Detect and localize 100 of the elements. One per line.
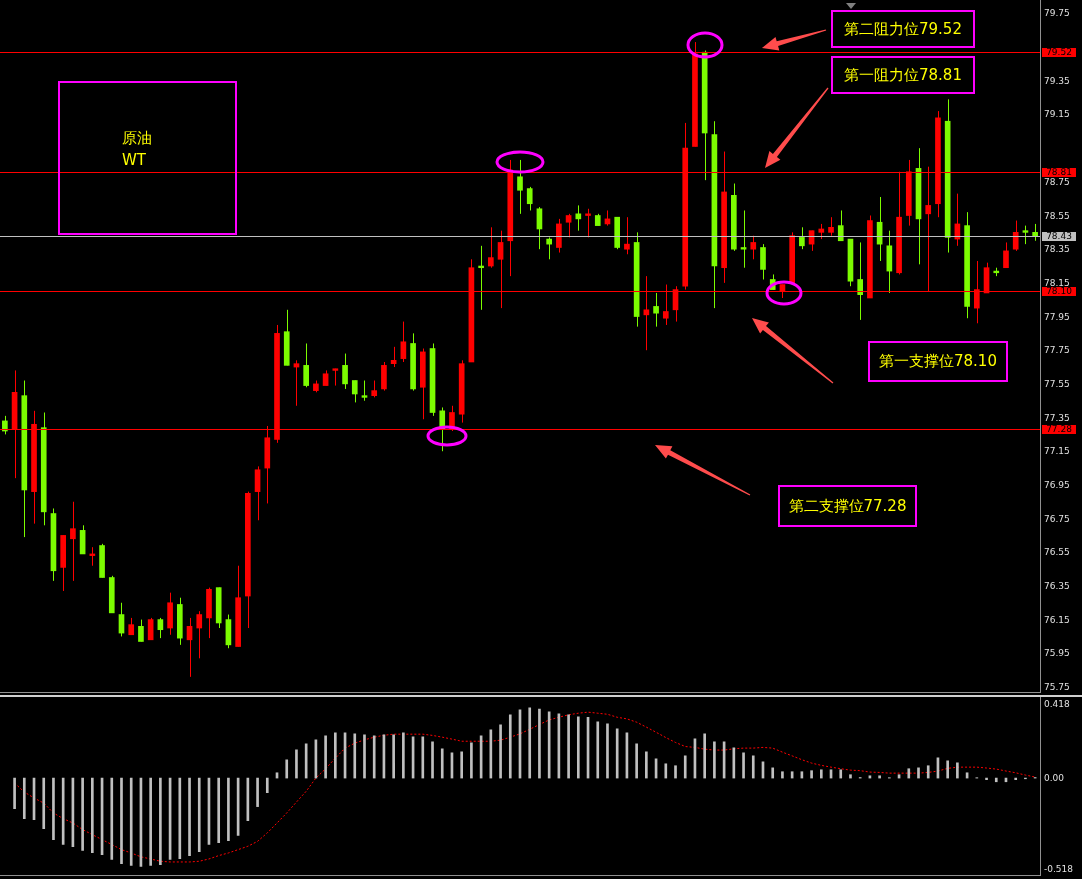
candlestick xyxy=(157,617,164,639)
candlestick xyxy=(488,226,494,269)
bar xyxy=(907,768,911,779)
bar xyxy=(178,777,182,859)
candlestick xyxy=(138,619,144,642)
bar xyxy=(615,728,619,779)
candlestick xyxy=(575,204,582,232)
ref-line-label: 77.28 xyxy=(1046,424,1073,435)
ref-line-label: 78.43 xyxy=(1046,231,1072,242)
bar xyxy=(508,714,512,779)
bar xyxy=(703,733,706,779)
bar xyxy=(265,777,269,794)
bar xyxy=(839,769,843,779)
bar xyxy=(431,741,434,779)
candlestick xyxy=(70,501,76,582)
annotation: 第一支撑位78.10 xyxy=(868,341,1008,382)
bar xyxy=(52,777,55,840)
bar xyxy=(188,777,191,856)
bar xyxy=(285,759,289,779)
bar xyxy=(596,721,600,779)
candlestick xyxy=(653,292,659,328)
bar xyxy=(120,777,123,864)
bar xyxy=(1014,777,1018,780)
y-tick-label: 79.75 xyxy=(1044,7,1070,18)
candlestick xyxy=(254,465,261,521)
y-tick-label: 76.75 xyxy=(1044,513,1070,524)
y-tick-label: 76.95 xyxy=(1044,479,1070,490)
ref-line-label: 79.52 xyxy=(1046,47,1072,58)
y-tick-label: 78.15 xyxy=(1044,277,1070,288)
candlestick xyxy=(1003,241,1009,269)
line-series xyxy=(14,711,1036,863)
candlestick xyxy=(351,380,358,403)
candlestick xyxy=(799,226,805,250)
candlestick xyxy=(1012,220,1019,252)
bar xyxy=(470,742,473,779)
bar xyxy=(819,769,823,779)
bar xyxy=(295,749,298,779)
candlestick xyxy=(828,216,834,237)
bar xyxy=(363,734,366,779)
annotation: 第一阻力位78.81 xyxy=(831,56,975,94)
candlestick xyxy=(526,186,533,211)
candlestick xyxy=(361,380,368,402)
candlestick xyxy=(303,342,309,388)
bar xyxy=(91,777,94,853)
y-tick-label: 76.15 xyxy=(1044,614,1070,625)
bar xyxy=(994,777,998,783)
y-tick-label: -0.518 xyxy=(1044,863,1074,874)
annotation: 第二阻力位79.52 xyxy=(831,10,975,48)
y-tick-label: 78.35 xyxy=(1044,243,1070,254)
candlestick xyxy=(478,245,484,311)
bar xyxy=(956,762,959,779)
bar xyxy=(149,777,152,866)
y-tick-label: 0.418 xyxy=(1044,698,1071,709)
candlestick xyxy=(517,159,523,215)
y-tick-label: 78.75 xyxy=(1044,176,1070,187)
bar xyxy=(197,777,201,852)
bar xyxy=(606,723,609,779)
ref-line-label: 78.10 xyxy=(1046,286,1073,297)
bar xyxy=(742,752,745,779)
candlestick xyxy=(585,208,591,238)
bar xyxy=(810,770,813,779)
y-tick-label: 77.55 xyxy=(1044,378,1070,389)
bar xyxy=(645,751,648,779)
bar xyxy=(917,767,920,779)
bar xyxy=(985,777,988,780)
y-tick-label: 77.75 xyxy=(1044,344,1070,355)
bar xyxy=(538,708,541,779)
bar xyxy=(635,743,638,779)
bar xyxy=(217,777,221,843)
candlestick xyxy=(1022,225,1029,245)
bar xyxy=(81,777,84,851)
bar xyxy=(576,716,580,779)
bar xyxy=(440,748,444,779)
y-tick-label: 75.75 xyxy=(1044,681,1070,692)
bar xyxy=(324,735,327,779)
bar xyxy=(499,724,502,779)
y-tick-label: 79.15 xyxy=(1044,108,1070,119)
y-tick-label: 76.55 xyxy=(1044,546,1070,557)
y-tick-label: 75.95 xyxy=(1044,647,1070,658)
bar xyxy=(528,707,532,779)
bar xyxy=(256,777,259,807)
bar xyxy=(392,734,395,779)
bar xyxy=(42,777,46,829)
candlestick xyxy=(837,209,844,242)
bar xyxy=(683,755,687,779)
bar xyxy=(110,777,114,860)
y-tick-label: 77.15 xyxy=(1044,445,1070,456)
bar xyxy=(159,777,162,865)
candlestick xyxy=(400,321,407,363)
bar xyxy=(751,755,755,779)
y-tick-label: 79.35 xyxy=(1044,75,1070,86)
bar xyxy=(849,774,852,779)
bar xyxy=(353,733,357,779)
bar xyxy=(946,760,949,779)
bar xyxy=(129,777,133,866)
bar xyxy=(227,777,230,841)
candlestick xyxy=(624,216,630,255)
bar xyxy=(713,741,716,779)
y-tick-label: 78.55 xyxy=(1044,210,1070,221)
bar xyxy=(372,735,376,779)
